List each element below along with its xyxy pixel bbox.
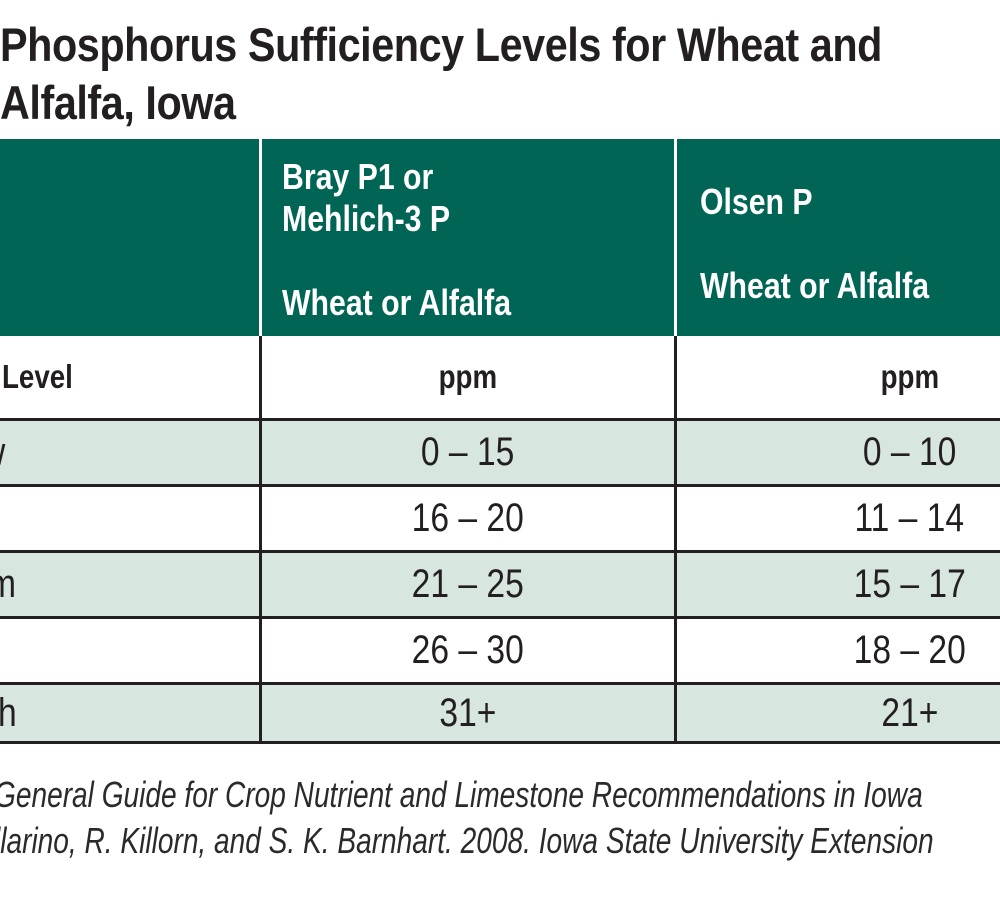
row-label-fragment: h xyxy=(0,685,262,741)
table-subheader-row: Level ppm ppm xyxy=(0,336,1000,421)
source-citation: General Guide for Crop Nutrient and Lime… xyxy=(0,772,1000,864)
bray-value-cell: 21 – 25 xyxy=(262,553,677,616)
header-bray-label: Bray P1 or Mehlich-3 P Wheat or Alfalfa xyxy=(282,156,512,323)
bray-unit-label: ppm xyxy=(438,358,498,395)
phosphorus-sufficiency-table: Bray P1 or Mehlich-3 P Wheat or Alfalfa … xyxy=(0,139,1000,744)
header-cell-level xyxy=(0,139,262,336)
page-title: Phosphorus Sufficiency Levels for Wheat … xyxy=(0,16,1000,132)
table-row-high: 26 – 30 18 – 20 xyxy=(0,619,1000,685)
header-cell-olsen: Olsen P Wheat or Alfalfa xyxy=(677,139,1000,336)
table-row-low: 16 – 20 11 – 14 xyxy=(0,487,1000,553)
row-label-fragment: w xyxy=(0,421,262,484)
bray-value-cell: 16 – 20 xyxy=(262,487,677,550)
row-label-fragment xyxy=(0,619,262,682)
header-olsen-label: Olsen P Wheat or Alfalfa xyxy=(700,181,930,306)
level-label: Level xyxy=(2,358,73,395)
row-label-fragment xyxy=(0,487,262,550)
table-header-row: Bray P1 or Mehlich-3 P Wheat or Alfalfa … xyxy=(0,139,1000,336)
subheader-bray-unit-cell: ppm xyxy=(262,336,677,418)
olsen-value-cell: 21+ xyxy=(880,691,938,735)
subheader-level-cell: Level xyxy=(0,336,262,418)
source-citation-text: General Guide for Crop Nutrient and Lime… xyxy=(0,774,934,861)
bray-value-cell: 31+ xyxy=(262,685,677,741)
olsen-value-cell: 11 – 14 xyxy=(854,496,965,540)
olsen-value-cell: 18 – 20 xyxy=(853,628,966,672)
header-cell-bray-mehlich: Bray P1 or Mehlich-3 P Wheat or Alfalfa xyxy=(262,139,677,336)
row-label-fragment: m xyxy=(0,553,262,616)
bray-value-cell: 0 – 15 xyxy=(262,421,677,484)
olsen-unit-label: ppm xyxy=(880,358,939,395)
page-title-text: Phosphorus Sufficiency Levels for Wheat … xyxy=(0,18,882,129)
olsen-value-cell: 0 – 10 xyxy=(862,430,957,474)
olsen-value-cell: 15 – 17 xyxy=(853,562,966,606)
table-row-optimum: m 21 – 25 15 – 17 xyxy=(0,553,1000,619)
subheader-olsen-unit-cell: ppm xyxy=(677,336,1000,418)
table-row-very-low: w 0 – 15 0 – 10 xyxy=(0,421,1000,487)
bray-value-cell: 26 – 30 xyxy=(262,619,677,682)
table-row-very-high: h 31+ 21+ xyxy=(0,685,1000,744)
